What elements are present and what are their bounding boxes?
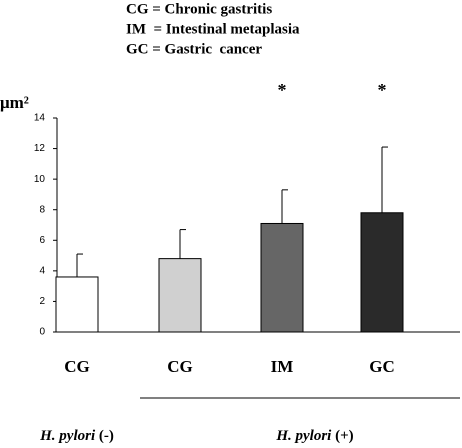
group-italic: H. pylori [275, 428, 332, 444]
group-label: H. pylori (+) [275, 428, 353, 444]
legend-line: CG = Chronic gastritis [126, 1, 272, 17]
bar [360, 212, 404, 333]
x-tick-label: IM [271, 357, 294, 376]
legend-line: GC = Gastric cancer [126, 41, 262, 57]
y-tick-label: 8 [39, 204, 45, 215]
group-italic: H. pylori [39, 428, 96, 444]
y-axis-label: μm² [0, 93, 29, 112]
significance: * [378, 80, 387, 100]
bar [158, 258, 202, 333]
y-tick-label: 6 [39, 235, 45, 246]
x-tick-label: GC [369, 357, 395, 376]
y-tick-label: 10 [34, 174, 46, 185]
bar [260, 222, 304, 333]
group-text: (-) [99, 428, 114, 444]
y-tick-label: 0 [39, 327, 45, 338]
x-tick-label: CG [167, 357, 193, 376]
group-text: (+) [335, 428, 354, 444]
y-tick-label: 4 [39, 265, 45, 276]
bar [55, 276, 99, 333]
y-tick-label: 2 [39, 296, 45, 307]
x-tick-label: CG [64, 357, 90, 376]
group-label: H. pylori (-) [39, 428, 114, 444]
y-tick-label: 14 [34, 113, 46, 124]
significance: * [278, 80, 287, 100]
y-tick-label: 12 [34, 143, 46, 154]
legend-line: IM = Intestinal metaplasia [126, 21, 300, 37]
